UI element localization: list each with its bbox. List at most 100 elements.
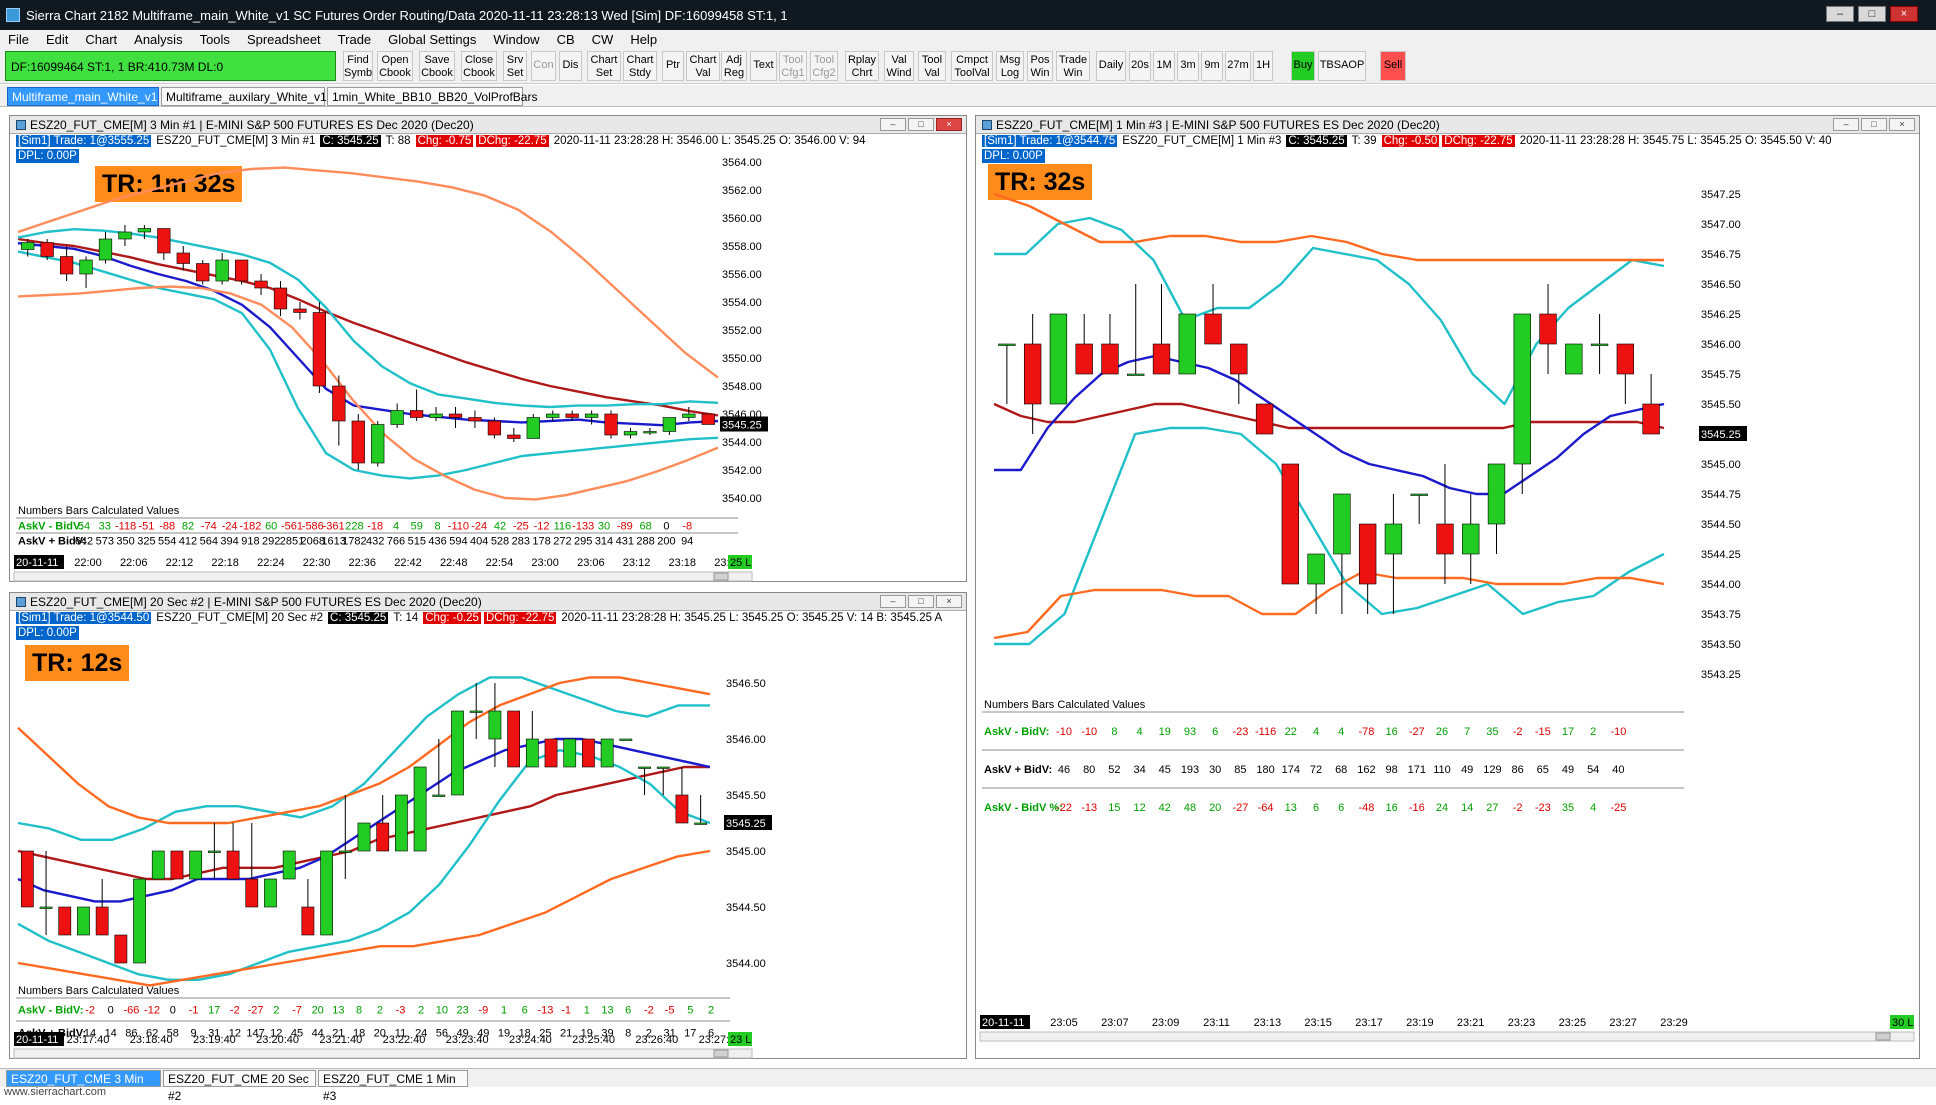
menu-help[interactable]: Help bbox=[630, 32, 658, 47]
toolbar-button-find-symb[interactable]: Find Symb bbox=[343, 51, 373, 81]
menu-cw[interactable]: CW bbox=[591, 32, 614, 47]
toolbar-button-dis[interactable]: Dis bbox=[559, 51, 582, 81]
menu-file[interactable]: File bbox=[8, 32, 29, 47]
chart-close-button[interactable]: × bbox=[936, 595, 962, 608]
maximize-button[interactable]: □ bbox=[1858, 6, 1886, 22]
menu-trade[interactable]: Trade bbox=[337, 32, 372, 47]
candle bbox=[1462, 494, 1480, 584]
chart-plot[interactable]: 3564.00 3562.00 3560.00 3558.00 3556.00 3554.… bbox=[10, 134, 966, 582]
toolbar-button-27m[interactable]: 27m bbox=[1225, 51, 1251, 81]
menu-analysis[interactable]: Analysis bbox=[134, 32, 183, 47]
toolbar-button-3m[interactable]: 3m bbox=[1177, 51, 1199, 81]
scrollbar-thumb[interactable] bbox=[713, 572, 729, 581]
toolbar-button-chart-val[interactable]: Chart Val bbox=[686, 51, 720, 81]
table-cell: -22 bbox=[1056, 802, 1072, 814]
chartbook-tab[interactable]: 1min_White_BB10_BB20_VolProfBars bbox=[327, 87, 537, 106]
menu-global-settings[interactable]: Global Settings bbox=[388, 32, 477, 47]
chart-minimize-button[interactable]: – bbox=[880, 118, 906, 131]
table-cell: 6 bbox=[1338, 802, 1344, 814]
chartbook-tab[interactable]: Multiframe_auxilary_White_v1 bbox=[161, 87, 327, 106]
toolbar-button-tbsaop[interactable]: TBSAOP bbox=[1318, 51, 1366, 81]
toolbar-button-msg-log[interactable]: Msg Log bbox=[996, 51, 1024, 81]
x-axis-tick: 23:27 bbox=[1609, 1017, 1637, 1029]
chart-maximize-button[interactable]: □ bbox=[908, 118, 934, 131]
table-cell: 573 bbox=[96, 536, 114, 548]
chart-minimize-button[interactable]: – bbox=[880, 595, 906, 608]
close-button[interactable]: × bbox=[1890, 6, 1918, 22]
toolbar-button-tool-cfg1[interactable]: Tool Cfg1 bbox=[779, 51, 807, 81]
horizontal-scrollbar[interactable] bbox=[13, 1048, 753, 1059]
date-box bbox=[980, 1015, 1030, 1029]
candle-body bbox=[312, 312, 327, 387]
chart-plot[interactable]: 3546.50 3546.00 3545.50 3545.00 3544.50 3544.… bbox=[10, 611, 966, 1059]
table-cell: 25 bbox=[539, 1028, 551, 1040]
toolbar-button-chart-stdy[interactable]: Chart Stdy bbox=[623, 51, 657, 81]
toolbar-button-1h[interactable]: 1H bbox=[1253, 51, 1273, 81]
table-cell: 116 bbox=[554, 521, 572, 533]
toolbar-button-daily[interactable]: Daily bbox=[1096, 51, 1126, 81]
toolbar-button-20s[interactable]: 20s bbox=[1129, 51, 1151, 81]
taskbar-chart-item[interactable]: ESZ20_FUT_CME 20 Sec #2 bbox=[163, 1070, 316, 1103]
menu-window[interactable]: Window bbox=[493, 32, 540, 47]
toolbar-button-val-wind[interactable]: Val Wind bbox=[884, 51, 914, 81]
chart-maximize-button[interactable]: □ bbox=[1861, 118, 1887, 131]
x-axis-tick: 23:06 bbox=[577, 557, 605, 569]
table-cell: -1 bbox=[189, 1005, 199, 1017]
menu-chart[interactable]: Chart bbox=[85, 32, 118, 47]
table-cell: 11 bbox=[395, 1028, 406, 1040]
minimize-button[interactable]: – bbox=[1826, 6, 1854, 22]
candle-body bbox=[189, 850, 203, 880]
candle-body bbox=[619, 738, 633, 741]
toolbar-button-1m[interactable]: 1M bbox=[1153, 51, 1175, 81]
table-cell: 30 bbox=[1209, 764, 1221, 776]
y-axis-tick: 3543.25 bbox=[1701, 669, 1741, 681]
candle bbox=[638, 766, 651, 795]
horizontal-scrollbar[interactable] bbox=[979, 1031, 1915, 1042]
chart-close-button[interactable]: × bbox=[936, 118, 962, 131]
toolbar-button-tool-val[interactable]: Tool Val bbox=[918, 51, 946, 81]
toolbar-button-save-cbook[interactable]: Save Cbook bbox=[419, 51, 455, 81]
toolbar-button-tool-cfg2[interactable]: Tool Cfg2 bbox=[810, 51, 838, 81]
menu-cb[interactable]: CB bbox=[556, 32, 575, 47]
ohlc-values: 2020-11-11 23:28:28 H: 3546.00 L: 3545.2… bbox=[553, 135, 866, 147]
toolbar-button-open-cbook[interactable]: Open Cbook bbox=[377, 51, 413, 81]
menu-edit[interactable]: Edit bbox=[45, 32, 69, 47]
menu-tools[interactable]: Tools bbox=[199, 32, 230, 47]
toolbar-button-srv-set[interactable]: Srv Set bbox=[503, 51, 527, 81]
toolbar-button-text[interactable]: Text bbox=[750, 51, 777, 81]
taskbar-chart-item[interactable]: ESZ20_FUT_CME 3 Min #1 bbox=[6, 1070, 161, 1103]
chart-close-button[interactable]: × bbox=[1889, 118, 1915, 131]
scrollbar-thumb[interactable] bbox=[713, 1049, 729, 1058]
toolbar-button-rplay-chrt[interactable]: Rplay Chrt bbox=[845, 51, 879, 81]
toolbar-button-pos-win[interactable]: Pos Win bbox=[1027, 51, 1053, 81]
indicator-line bbox=[17, 849, 711, 987]
menu-spreadsheet[interactable]: Spreadsheet bbox=[246, 32, 321, 47]
scrollbar-thumb[interactable] bbox=[1875, 1032, 1891, 1041]
chart-window-20sec[interactable]: ESZ20_FUT_CME[M] 20 Sec #2 | E-MINI S&P … bbox=[9, 592, 967, 1059]
toolbar-button-9m[interactable]: 9m bbox=[1201, 51, 1223, 81]
chart-window-3min[interactable]: ESZ20_FUT_CME[M] 3 Min #1 | E-MINI S&P 5… bbox=[9, 115, 967, 582]
toolbar-button-label: Open bbox=[381, 54, 409, 66]
toolbar-button-cmpct-toolval[interactable]: Cmpct ToolVal bbox=[951, 51, 993, 81]
toolbar-button-sell[interactable]: Sell bbox=[1380, 51, 1406, 81]
chart-plot[interactable]: 3547.25 3547.00 3546.75 3546.50 3546.25 3546.… bbox=[976, 134, 1919, 1059]
toolbar-button-label: Pos bbox=[1030, 54, 1050, 66]
toolbar-button-trade-win[interactable]: Trade Win bbox=[1056, 51, 1090, 81]
chart-maximize-button[interactable]: □ bbox=[908, 595, 934, 608]
toolbar-button-buy[interactable]: Buy bbox=[1291, 51, 1315, 81]
chart-minimize-button[interactable]: – bbox=[1833, 118, 1859, 131]
toolbar-button-ptr[interactable]: Ptr bbox=[662, 51, 684, 81]
chartbook-tab[interactable]: Multiframe_main_White_v1 bbox=[7, 87, 159, 106]
toolbar-button-adj-reg[interactable]: Adj Reg bbox=[721, 51, 747, 81]
title-bar: Sierra Chart 2182 Multiframe_main_White_… bbox=[0, 0, 1936, 30]
toolbar-button-label: Set bbox=[595, 67, 613, 79]
toolbar-button-close-cbook[interactable]: Close Cbook bbox=[461, 51, 497, 81]
toolbar-button-chart-set[interactable]: Chart Set bbox=[587, 51, 621, 81]
table-cell: 13 bbox=[1285, 802, 1297, 814]
chart-window-1min[interactable]: ESZ20_FUT_CME[M] 1 Min #3 | E-MINI S&P 5… bbox=[975, 115, 1920, 1059]
candle-body bbox=[170, 850, 184, 880]
taskbar-chart-item[interactable]: ESZ20_FUT_CME 1 Min #3 bbox=[318, 1070, 468, 1103]
horizontal-scrollbar[interactable] bbox=[13, 571, 753, 582]
toolbar-button-con[interactable]: Con bbox=[531, 51, 556, 81]
close-price: C: 3545.25 bbox=[1286, 135, 1347, 147]
